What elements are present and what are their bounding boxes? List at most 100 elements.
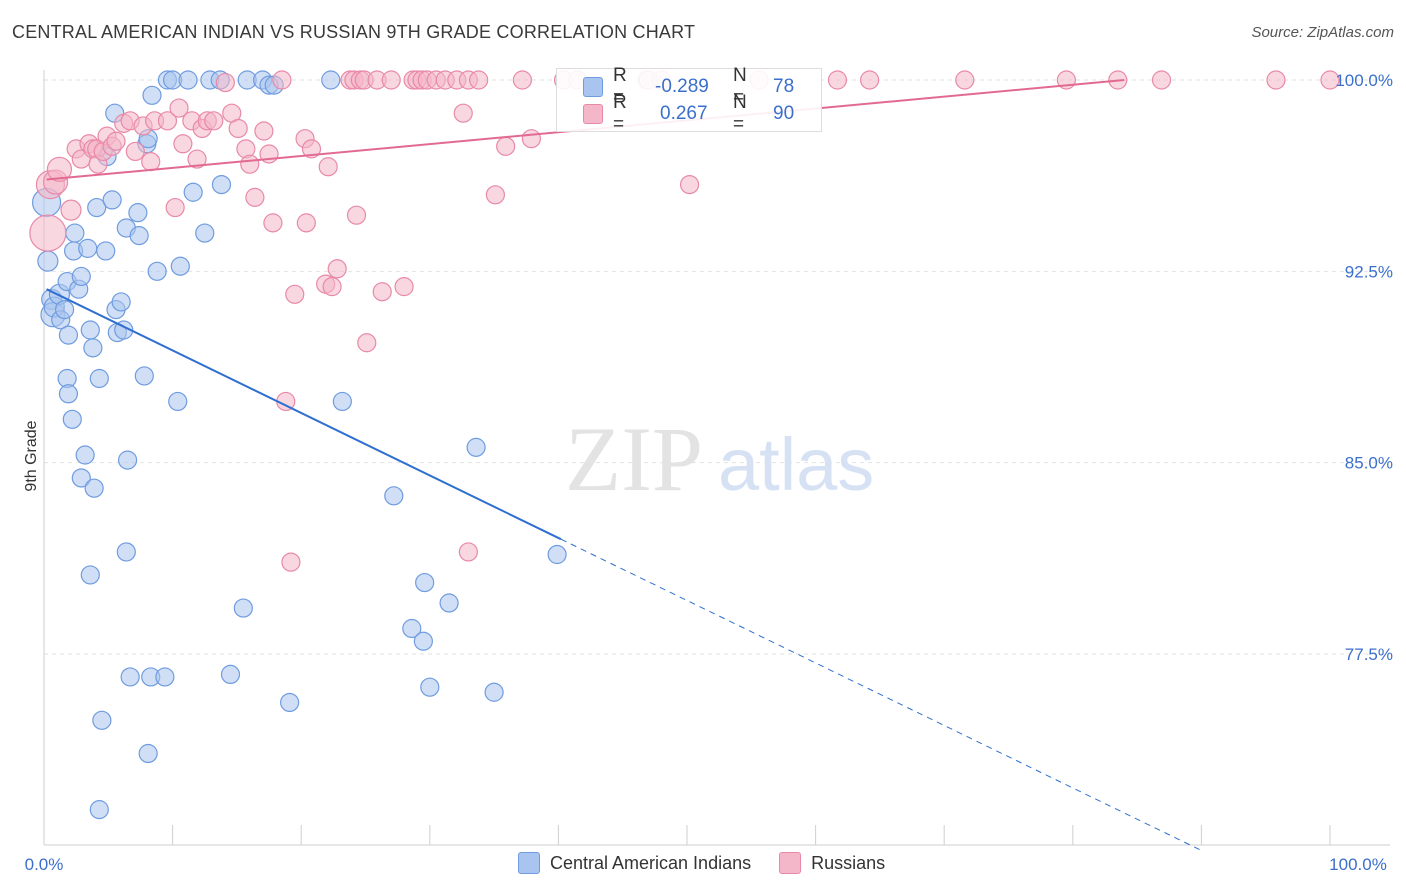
point-central-american-indians xyxy=(116,542,136,562)
point-russians xyxy=(272,70,292,90)
y-tick-label: 77.5% xyxy=(1345,645,1393,664)
point-central-american-indians xyxy=(71,468,91,488)
point-central-american-indians xyxy=(170,256,190,276)
point-russians xyxy=(318,157,338,177)
point-russians xyxy=(106,131,126,151)
series-russians xyxy=(29,70,1340,572)
point-central-american-indians xyxy=(413,631,433,651)
point-central-american-indians xyxy=(102,190,122,210)
point-russians xyxy=(469,70,489,90)
stats-n-label: N = xyxy=(733,92,747,135)
x-tick-label-max: 100.0% xyxy=(1329,855,1387,874)
stats-r-value: -0.289 xyxy=(655,76,709,97)
stats-n-label: N = xyxy=(733,65,747,108)
point-central-american-indians xyxy=(420,677,440,697)
legend: Central American Indians Russians xyxy=(518,852,885,874)
point-russians xyxy=(157,111,178,131)
point-central-american-indians xyxy=(332,391,352,412)
point-central-american-indians xyxy=(71,266,91,287)
watermark-atlas: atlas xyxy=(718,423,874,506)
y-tick-label: 85.0% xyxy=(1345,454,1393,473)
stats-r-label: R = xyxy=(613,65,627,108)
x-tick-label-min: 0.0% xyxy=(25,855,64,874)
point-central-american-indians xyxy=(117,450,138,470)
point-russians xyxy=(512,70,532,90)
point-russians xyxy=(458,542,478,562)
point-central-american-indians xyxy=(280,692,300,713)
point-russians xyxy=(860,70,880,90)
point-russians xyxy=(245,187,265,207)
point-central-american-indians xyxy=(211,174,232,195)
legend-swatch-pink xyxy=(779,852,802,874)
point-russians xyxy=(1151,70,1172,90)
point-central-american-indians xyxy=(80,565,100,585)
point-russians xyxy=(254,121,274,141)
point-central-american-indians xyxy=(183,182,203,202)
point-russians xyxy=(215,72,235,93)
stats-box: R = -0.289 N = 78 R = 0.267 N = 90 xyxy=(556,65,822,135)
point-russians xyxy=(381,70,401,90)
legend-item-central-american-indians: Central American Indians xyxy=(518,852,751,874)
point-central-american-indians xyxy=(415,572,435,593)
point-russians xyxy=(281,552,301,572)
trend-line-central-american-indians xyxy=(46,288,562,541)
point-central-american-indians xyxy=(147,261,167,281)
point-central-american-indians xyxy=(92,710,112,730)
point-russians xyxy=(173,134,193,154)
legend-item-russians: Russians xyxy=(779,852,885,874)
point-central-american-indians xyxy=(96,241,116,261)
chart-title: CENTRAL AMERICAN INDIAN VS RUSSIAN 9TH G… xyxy=(12,22,696,42)
point-russians xyxy=(372,282,392,302)
point-russians xyxy=(301,139,322,159)
point-russians xyxy=(521,129,541,149)
point-central-american-indians xyxy=(111,292,131,312)
point-central-american-indians xyxy=(134,366,154,386)
point-russians xyxy=(327,259,347,279)
tick-labels: 77.5% 85.0% 92.5% 100.0% 0.0% 100.0% xyxy=(25,71,1393,874)
point-central-american-indians xyxy=(78,238,98,258)
legend-label: Central American Indians xyxy=(550,852,752,873)
point-central-american-indians xyxy=(195,223,215,243)
point-russians xyxy=(679,174,700,195)
point-russians xyxy=(827,70,848,90)
stats-swatch-blue xyxy=(583,77,603,97)
stats-r-label: R = xyxy=(613,92,627,135)
point-russians xyxy=(228,118,248,139)
point-russians xyxy=(1266,70,1286,90)
point-central-american-indians xyxy=(128,203,148,223)
point-central-american-indians xyxy=(89,800,109,820)
point-central-american-indians xyxy=(84,478,104,498)
point-central-american-indians xyxy=(220,664,241,685)
point-russians xyxy=(263,213,283,233)
point-russians xyxy=(485,185,505,205)
point-central-american-indians xyxy=(168,391,188,412)
point-central-american-indians xyxy=(321,70,341,90)
point-central-american-indians xyxy=(155,667,175,687)
point-central-american-indians xyxy=(89,368,109,389)
point-central-american-indians xyxy=(439,593,459,613)
point-central-american-indians xyxy=(484,682,504,702)
point-central-american-indians xyxy=(233,598,253,618)
y-tick-label: 100.0% xyxy=(1335,71,1393,90)
point-russians xyxy=(204,111,224,131)
watermark-zip: ZIP xyxy=(565,408,703,510)
point-russians xyxy=(46,156,73,182)
point-central-american-indians xyxy=(58,384,79,404)
point-central-american-indians xyxy=(402,618,422,639)
y-axis-label: 9th Grade xyxy=(23,420,40,491)
point-russians xyxy=(453,103,473,123)
stats-n-value: 90 xyxy=(773,103,795,124)
point-russians xyxy=(240,154,260,174)
point-central-american-indians xyxy=(83,338,103,358)
y-tick-label: 92.5% xyxy=(1345,262,1393,281)
point-central-american-indians xyxy=(384,486,404,506)
series-central-american-indians xyxy=(31,70,567,820)
point-russians xyxy=(187,149,207,169)
point-central-american-indians xyxy=(37,250,59,272)
stats-r-value: 0.267 xyxy=(660,103,708,124)
point-russians xyxy=(141,152,161,172)
point-russians xyxy=(1320,70,1340,90)
point-russians xyxy=(285,284,305,304)
point-russians xyxy=(29,214,67,252)
